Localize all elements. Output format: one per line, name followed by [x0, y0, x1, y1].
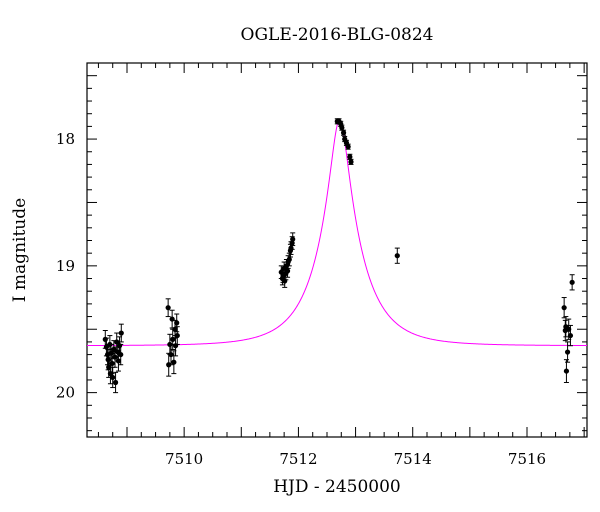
data-marker [116, 343, 123, 349]
data-point [394, 247, 400, 264]
data-marker [282, 278, 288, 284]
data-marker [567, 332, 574, 339]
data-point [564, 341, 571, 363]
data-marker [110, 374, 116, 381]
x-tick-label: 7510 [165, 450, 203, 468]
data-marker [289, 240, 295, 246]
data-marker [169, 316, 175, 322]
data-marker [563, 368, 570, 374]
data-point [563, 359, 570, 383]
data-marker [168, 351, 174, 358]
data-marker [118, 351, 124, 358]
data-marker [569, 279, 575, 285]
data-marker [118, 330, 124, 336]
data-marker [290, 236, 296, 242]
x-tick-label: 7516 [508, 450, 546, 468]
data-marker [394, 253, 400, 259]
data-marker [165, 305, 171, 311]
axis-ticks [87, 62, 587, 437]
data-point [118, 343, 124, 366]
data-marker [564, 349, 571, 355]
data-point [171, 350, 177, 375]
data-marker [115, 358, 122, 364]
data-marker [339, 125, 345, 131]
plot-frame [86, 62, 588, 438]
data-point [567, 324, 574, 347]
data-marker [561, 305, 567, 311]
data-marker [112, 379, 119, 386]
data-marker [174, 332, 180, 339]
data-point [345, 143, 351, 150]
data-point [339, 124, 345, 131]
data-point [174, 313, 180, 333]
data-marker [105, 357, 111, 363]
x-tick-label: 7514 [394, 450, 432, 468]
data-marker [112, 354, 118, 360]
chart-title: OGLE-2016-BLG-0824 [241, 25, 434, 45]
data-point [569, 274, 575, 291]
data-marker [345, 144, 351, 150]
data-marker [102, 336, 108, 342]
data-marker [174, 320, 180, 326]
data-marker [109, 360, 115, 367]
data-marker [288, 245, 294, 251]
data-marker [171, 359, 177, 365]
model-curve-layer [87, 119, 587, 347]
data-point [112, 371, 119, 394]
data-point [284, 264, 291, 278]
data-point [290, 232, 296, 247]
data-point [174, 326, 180, 345]
y-tick-label: 18 [56, 130, 75, 148]
model-curve [87, 119, 587, 347]
data-point [165, 298, 171, 318]
data-point [563, 316, 569, 338]
y-tick-label: 20 [56, 384, 75, 402]
data-marker [286, 256, 292, 263]
data-marker [348, 159, 354, 165]
x-axis-label: HJD - 2450000 [273, 477, 401, 497]
y-axis-label: I magnitude [10, 198, 30, 302]
data-point [112, 346, 118, 368]
data-point [169, 309, 175, 329]
data-point [561, 297, 567, 319]
data-marker [284, 268, 291, 274]
x-tick-label: 7512 [279, 450, 317, 468]
y-tick-label: 19 [56, 257, 75, 275]
data-marker [340, 130, 347, 136]
tick-labels: 7510 7512 7514 7516 18 19 20 [56, 130, 546, 468]
data-point [105, 349, 111, 371]
data-point [118, 323, 124, 343]
data-point [347, 153, 353, 160]
data-point [340, 129, 347, 136]
data-point [348, 158, 354, 165]
data-marker [347, 154, 353, 160]
data-points-layer [102, 118, 575, 394]
